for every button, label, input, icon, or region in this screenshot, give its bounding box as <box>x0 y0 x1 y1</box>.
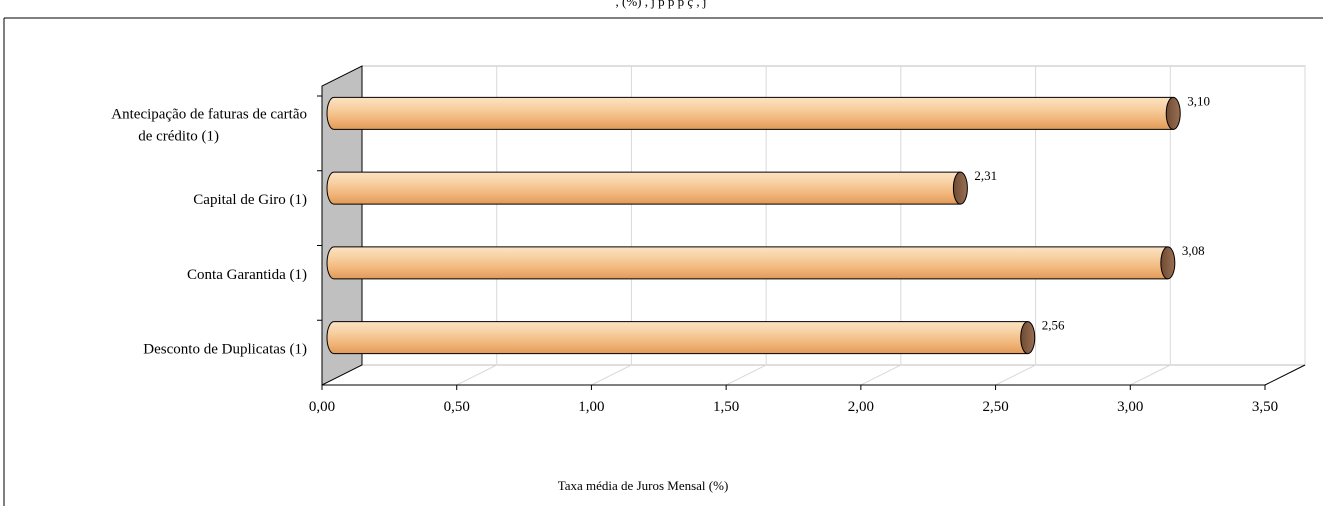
category-label: Capital de Giro (1) <box>193 192 307 208</box>
floor-gridline-2,00 <box>860 364 902 386</box>
x-tick-label: 3,00 <box>1117 399 1143 415</box>
bar-cap <box>1020 321 1036 355</box>
category-label: Antecipação de faturas de cartão <box>111 106 307 122</box>
category-label: de crédito (1) <box>138 128 219 144</box>
floor-gridline-0,50 <box>456 364 497 386</box>
x-axis-title: Taxa média de Juros Mensal (%) <box>558 478 729 493</box>
floor-right-edge <box>1264 364 1306 386</box>
category-label: Desconto de Duplicatas (1) <box>143 342 307 358</box>
floor-gridline-1,50 <box>725 364 767 386</box>
data-label: 2,56 <box>1042 318 1065 333</box>
floor-gridline-3,00 <box>1130 364 1171 386</box>
chart-title-cropped: , (%) , j p p p ç , j <box>616 0 707 9</box>
bar-cap <box>952 171 968 205</box>
floor-gridline-1,00 <box>591 364 632 386</box>
x-tick-label: 1,00 <box>578 399 604 415</box>
x-tick-label: 2,00 <box>848 399 874 415</box>
bar <box>326 96 1174 130</box>
data-label: 2,31 <box>974 168 997 183</box>
floor-gridline-2,50 <box>995 364 1036 386</box>
side-wall <box>321 65 363 386</box>
x-tick-label: 0,00 <box>309 399 335 415</box>
bar <box>326 321 1029 355</box>
x-tick-label: 0,50 <box>444 399 470 415</box>
bar-cap <box>1165 96 1181 130</box>
bar-cap <box>1160 246 1176 280</box>
category-label: Conta Garantida (1) <box>187 267 307 283</box>
data-label: 3,10 <box>1187 93 1210 108</box>
x-tick-label: 1,50 <box>713 399 739 415</box>
data-label: 3,08 <box>1182 243 1205 258</box>
x-tick-label: 3,50 <box>1252 399 1278 415</box>
x-tick-label: 2,50 <box>982 399 1008 415</box>
bar <box>326 246 1169 280</box>
bar <box>326 171 961 205</box>
